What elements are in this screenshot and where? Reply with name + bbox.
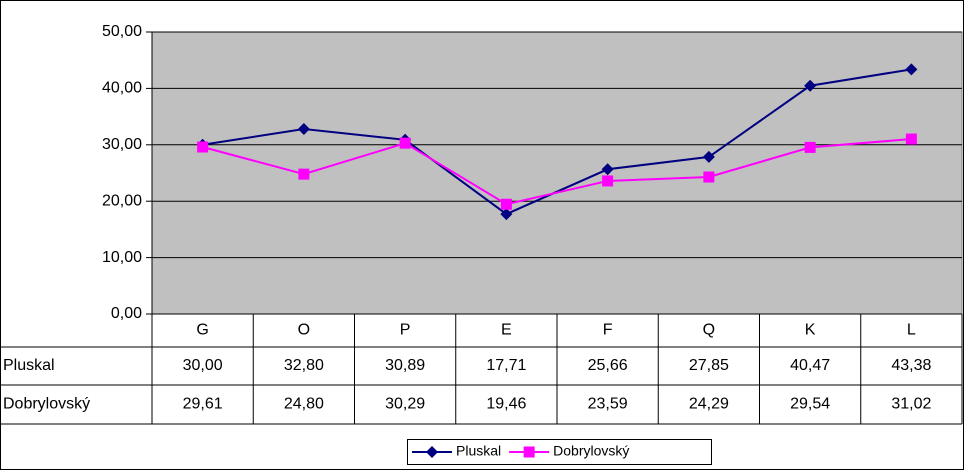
- marker: [500, 208, 513, 221]
- legend-marker: [426, 446, 438, 458]
- table-cell: 30,00: [183, 357, 223, 374]
- x-tick-label: O: [298, 322, 310, 339]
- table-cell: 27,85: [689, 357, 729, 374]
- marker: [298, 168, 310, 180]
- marker: [601, 163, 614, 176]
- table-cell: 30,89: [385, 357, 425, 374]
- y-tick-label: 20,00: [102, 192, 142, 209]
- x-tick-label: E: [501, 322, 512, 339]
- x-tick-label: F: [603, 322, 613, 339]
- legend-box: [407, 439, 712, 465]
- table-cell: 43,38: [891, 357, 931, 374]
- marker: [399, 137, 411, 149]
- marker: [905, 63, 918, 76]
- x-tick-label: P: [400, 322, 411, 339]
- table-cell: 31,02: [891, 396, 931, 413]
- table-cell: 25,66: [588, 357, 628, 374]
- marker: [500, 198, 512, 210]
- legend-label: Dobrylovský: [553, 443, 629, 459]
- legend-marker: [523, 446, 535, 458]
- marker: [702, 150, 715, 163]
- x-tick-label: L: [907, 322, 916, 339]
- table-cell: 32,80: [284, 357, 324, 374]
- marker: [197, 141, 209, 153]
- marker: [602, 175, 614, 187]
- marker: [703, 171, 715, 183]
- table-cell: 24,29: [689, 396, 729, 413]
- table-row-label: Pluskal: [3, 357, 55, 374]
- marker: [905, 133, 917, 145]
- x-tick-label: Q: [703, 322, 715, 339]
- y-tick-label: 50,00: [102, 23, 142, 40]
- table-cell: 29,61: [183, 396, 223, 413]
- marker: [804, 79, 817, 92]
- y-tick-label: 40,00: [102, 80, 142, 97]
- table-row-label: Dobrylovský: [3, 396, 90, 413]
- y-tick-label: 30,00: [102, 136, 142, 153]
- table-cell: 24,80: [284, 396, 324, 413]
- table-cell: 23,59: [588, 396, 628, 413]
- y-tick-label: 10,00: [102, 249, 142, 266]
- table-cell: 30,29: [385, 396, 425, 413]
- marker: [804, 141, 816, 153]
- plot-area: [151, 31, 963, 315]
- series-line: [202, 138, 912, 206]
- table-cell: 40,47: [790, 357, 830, 374]
- table-cell: 29,54: [790, 396, 830, 413]
- table-cell: 19,46: [486, 396, 526, 413]
- y-tick-label: 0,00: [111, 305, 142, 322]
- x-tick-label: K: [805, 322, 816, 339]
- table-cell: 17,71: [486, 357, 526, 374]
- marker: [297, 123, 310, 136]
- legend: Pluskal Dobrylovský: [407, 439, 712, 465]
- legend-label: Pluskal: [456, 443, 501, 459]
- x-tick-label: G: [196, 322, 208, 339]
